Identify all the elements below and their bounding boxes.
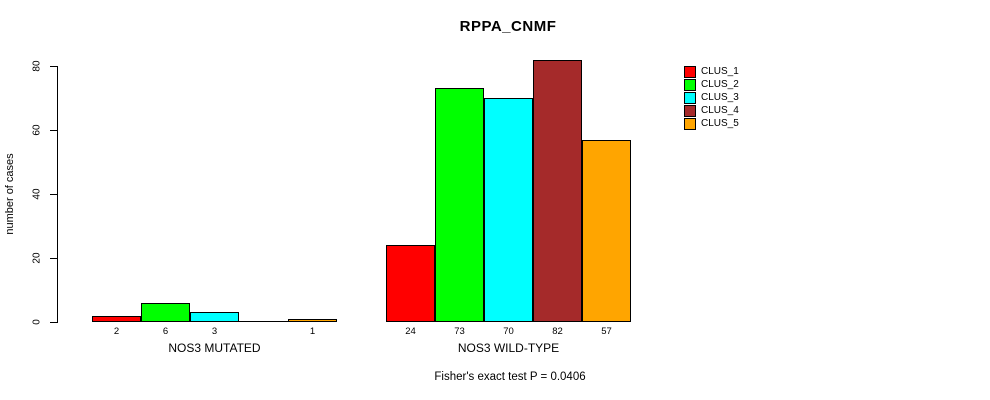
legend-swatch-icon bbox=[684, 78, 696, 91]
legend-item-CLUS_2: CLUS_2 bbox=[684, 78, 739, 91]
chart-title: RPPA_CNMF bbox=[459, 18, 557, 35]
legend-label: CLUS_2 bbox=[701, 79, 739, 90]
bar-value-label: 70 bbox=[503, 326, 514, 337]
bar-value-label: 2 bbox=[113, 326, 120, 337]
bar-value-label: 6 bbox=[162, 326, 169, 337]
y-tick-mark bbox=[50, 322, 57, 323]
legend-label: CLUS_4 bbox=[701, 105, 739, 116]
legend-item-CLUS_5: CLUS_5 bbox=[684, 117, 739, 130]
y-tick-label: 20 bbox=[31, 252, 43, 264]
bar-value-label: 1 bbox=[309, 326, 316, 337]
y-tick-label: 80 bbox=[31, 60, 43, 72]
y-tick-mark bbox=[50, 130, 57, 131]
legend-swatch-icon bbox=[684, 65, 696, 78]
fisher-test-annotation: Fisher's exact test P = 0.0406 bbox=[434, 371, 586, 383]
bar-value-label: 24 bbox=[405, 326, 416, 337]
x-group-label-1: NOS3 MUTATED bbox=[168, 341, 261, 355]
legend-item-CLUS_1: CLUS_1 bbox=[684, 65, 739, 78]
bar-CLUS_5-group1 bbox=[288, 319, 337, 322]
y-axis-title: number of cases bbox=[4, 153, 16, 235]
bar-CLUS_1-group2 bbox=[386, 245, 435, 322]
bar-CLUS_4-group2 bbox=[533, 60, 582, 322]
legend-swatch-icon bbox=[684, 91, 696, 104]
legend-label: CLUS_1 bbox=[701, 66, 739, 77]
y-tick-label: 0 bbox=[31, 319, 43, 325]
x-group-label-2: NOS3 WILD-TYPE bbox=[457, 341, 560, 355]
legend-item-CLUS_3: CLUS_3 bbox=[684, 91, 739, 104]
bar-CLUS_4-group1 bbox=[239, 321, 288, 322]
bar-CLUS_5-group2 bbox=[582, 140, 631, 322]
bar-value-label: 82 bbox=[552, 326, 563, 337]
bar-value-label: 57 bbox=[601, 326, 612, 337]
legend-swatch-icon bbox=[684, 104, 696, 117]
bar-CLUS_2-group1 bbox=[141, 303, 190, 322]
legend-label: CLUS_3 bbox=[701, 92, 739, 103]
y-tick-label: 40 bbox=[31, 188, 43, 200]
bar-value-label: 3 bbox=[211, 326, 218, 337]
y-tick-mark bbox=[50, 258, 57, 259]
bar-CLUS_2-group2 bbox=[435, 88, 484, 322]
bar-CLUS_3-group2 bbox=[484, 98, 533, 322]
y-axis-line bbox=[57, 66, 58, 323]
bar-CLUS_3-group1 bbox=[190, 312, 239, 322]
y-tick-label: 60 bbox=[31, 124, 43, 136]
y-tick-mark bbox=[50, 66, 57, 67]
legend: CLUS_1 CLUS_2 CLUS_3 CLUS_4 CLUS_5 bbox=[684, 65, 739, 130]
legend-swatch-icon bbox=[684, 117, 696, 130]
bar-value-label: 73 bbox=[454, 326, 465, 337]
bar-CLUS_1-group1 bbox=[92, 316, 141, 322]
legend-item-CLUS_4: CLUS_4 bbox=[684, 104, 739, 117]
legend-label: CLUS_5 bbox=[701, 118, 739, 129]
y-tick-mark bbox=[50, 194, 57, 195]
